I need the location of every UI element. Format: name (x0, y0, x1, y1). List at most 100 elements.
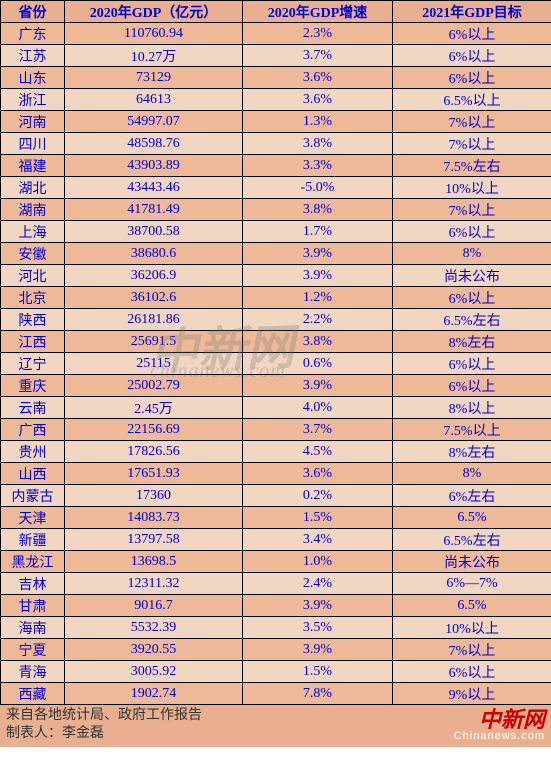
col-header-1: 2020年GDP（亿元） (65, 1, 243, 23)
table-row: 吉林12311.322.4%6%—7% (1, 573, 551, 595)
cell-province: 安徽 (1, 243, 65, 265)
cell-growth: 3.5% (243, 617, 393, 639)
cell-growth: 1.7% (243, 221, 393, 243)
table-row: 陕西26181.862.2%6.5%左右 (1, 309, 551, 331)
footer-source: 来自各地统计局、政府工作报告 (6, 707, 545, 725)
logo-url: Chinanews.com (454, 727, 545, 745)
cell-province: 宁夏 (1, 639, 65, 661)
cell-gdp: 17826.56 (65, 441, 243, 463)
cell-growth: 4.5% (243, 441, 393, 463)
cell-growth: 3.8% (243, 331, 393, 353)
cell-growth: 3.3% (243, 155, 393, 177)
cell-province: 青海 (1, 661, 65, 683)
cell-growth: 3.9% (243, 243, 393, 265)
cell-growth: 1.2% (243, 287, 393, 309)
cell-growth: 0.6% (243, 353, 393, 375)
cell-target: 6%以上 (393, 45, 551, 67)
cell-growth: 0.2% (243, 485, 393, 507)
gdp-table: 省份2020年GDP（亿元）2020年GDP增速2021年GDP目标 广东110… (0, 0, 551, 705)
cell-gdp: 25691.5 (65, 331, 243, 353)
cell-province: 新疆 (1, 529, 65, 551)
table-row: 甘肃9016.73.9%6.5% (1, 595, 551, 617)
cell-growth: 3.6% (243, 67, 393, 89)
cell-growth: 3.8% (243, 199, 393, 221)
cell-target: 6.5% (393, 507, 551, 529)
cell-growth: 4.0% (243, 397, 393, 419)
cell-target: 9%以上 (393, 683, 551, 705)
cell-target: 6.5%左右 (393, 309, 551, 331)
cell-gdp: 41781.49 (65, 199, 243, 221)
cell-gdp: 54997.07 (65, 111, 243, 133)
cell-gdp: 110760.94 (65, 23, 243, 45)
table-row: 四川48598.763.8%7%以上 (1, 133, 551, 155)
cell-province: 内蒙古 (1, 485, 65, 507)
cell-target: 7%以上 (393, 111, 551, 133)
table-row: 河北36206.93.9%尚未公布 (1, 265, 551, 287)
cell-gdp: 38680.6 (65, 243, 243, 265)
cell-province: 广东 (1, 23, 65, 45)
cell-gdp: 13698.5 (65, 551, 243, 573)
cell-province: 广西 (1, 419, 65, 441)
cell-province: 江西 (1, 331, 65, 353)
cell-gdp: 13797.58 (65, 529, 243, 551)
cell-gdp: 38700.58 (65, 221, 243, 243)
table-row: 江西25691.53.8%8%左右 (1, 331, 551, 353)
col-header-0: 省份 (1, 1, 65, 23)
table-row: 江苏10.27万3.7%6%以上 (1, 45, 551, 67)
cell-growth: 3.7% (243, 419, 393, 441)
cell-target: 尚未公布 (393, 265, 551, 287)
cell-province: 湖北 (1, 177, 65, 199)
cell-gdp: 73129 (65, 67, 243, 89)
table-row: 宁夏3920.553.9%7%以上 (1, 639, 551, 661)
cell-target: 7.5%以上 (393, 419, 551, 441)
table-row: 山东731293.6%6%以上 (1, 67, 551, 89)
cell-target: 6%以上 (393, 375, 551, 397)
col-header-2: 2020年GDP增速 (243, 1, 393, 23)
cell-province: 陕西 (1, 309, 65, 331)
cell-target: 尚未公布 (393, 551, 551, 573)
cell-gdp: 17360 (65, 485, 243, 507)
table-row: 西藏1902.747.8%9%以上 (1, 683, 551, 705)
table-header-row: 省份2020年GDP（亿元）2020年GDP增速2021年GDP目标 (1, 1, 551, 23)
table-row: 内蒙古173600.2%6%左右 (1, 485, 551, 507)
cell-target: 8%左右 (393, 441, 551, 463)
cell-target: 10%以上 (393, 617, 551, 639)
table-row: 安徽38680.63.9%8% (1, 243, 551, 265)
cell-target: 7%以上 (393, 199, 551, 221)
table-row: 北京36102.61.2%6%以上 (1, 287, 551, 309)
cell-province: 四川 (1, 133, 65, 155)
cell-growth: 2.4% (243, 573, 393, 595)
cell-gdp: 43903.89 (65, 155, 243, 177)
cell-target: 6.5%以上 (393, 89, 551, 111)
cell-target: 6%左右 (393, 485, 551, 507)
cell-gdp: 9016.7 (65, 595, 243, 617)
cell-gdp: 3920.55 (65, 639, 243, 661)
cell-gdp: 14083.73 (65, 507, 243, 529)
cell-province: 辽宁 (1, 353, 65, 375)
cell-growth: 3.8% (243, 133, 393, 155)
cell-growth: 3.6% (243, 89, 393, 111)
cell-province: 云南 (1, 397, 65, 419)
cell-province: 海南 (1, 617, 65, 639)
cell-target: 10%以上 (393, 177, 551, 199)
cell-province: 甘肃 (1, 595, 65, 617)
cell-province: 福建 (1, 155, 65, 177)
table-row: 云南2.45万4.0%8%以上 (1, 397, 551, 419)
cell-growth: 1.3% (243, 111, 393, 133)
table-row: 广东110760.942.3%6%以上 (1, 23, 551, 45)
table-footer: 来自各地统计局、政府工作报告 制表人：李金磊 中新网 Chinanews.com (0, 705, 551, 747)
cell-province: 西藏 (1, 683, 65, 705)
cell-target: 7%以上 (393, 639, 551, 661)
cell-gdp: 48598.76 (65, 133, 243, 155)
cell-growth: 2.2% (243, 309, 393, 331)
cell-target: 6%以上 (393, 221, 551, 243)
cell-growth: 3.6% (243, 463, 393, 485)
table-row: 湖北43443.46-5.0%10%以上 (1, 177, 551, 199)
cell-target: 6%—7% (393, 573, 551, 595)
table-body: 广东110760.942.3%6%以上江苏10.27万3.7%6%以上山东731… (1, 23, 551, 705)
table-row: 上海38700.581.7%6%以上 (1, 221, 551, 243)
cell-growth: 1.5% (243, 661, 393, 683)
cell-target: 7%以上 (393, 133, 551, 155)
cell-target: 8% (393, 463, 551, 485)
cell-province: 上海 (1, 221, 65, 243)
